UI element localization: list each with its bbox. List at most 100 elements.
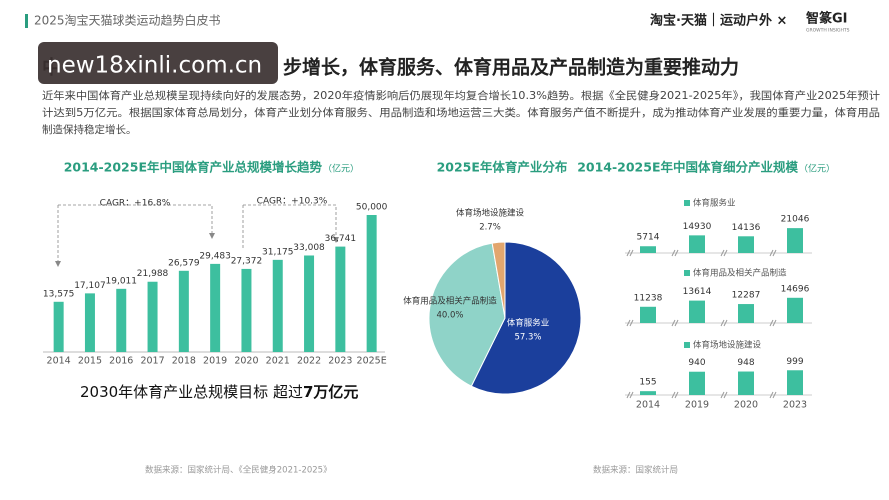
watermark-box [38, 42, 278, 84]
headline: 步增长，体育服务、体育用品及产品制造为重要推动力 [283, 56, 739, 79]
pie-slice [470, 241, 582, 395]
break-mark [626, 249, 631, 257]
break-mark [720, 319, 725, 327]
legend-swatch [684, 200, 690, 206]
slice-label: 体育用品及相关产品制造 [403, 296, 497, 307]
arrow [333, 237, 339, 243]
value-label: 29,483 [199, 251, 231, 261]
arrow [55, 261, 61, 267]
value-label: 999 [786, 357, 803, 367]
value-label: 14136 [732, 223, 761, 233]
bar [210, 263, 221, 352]
chart-unit: （亿元） [799, 163, 835, 175]
slice-value: 2.7% [479, 223, 501, 233]
break-mark [674, 319, 679, 327]
watermark: new18xinli.com.cn [47, 53, 262, 79]
bar [689, 235, 705, 253]
value-label: 17,107 [74, 281, 106, 291]
bar [640, 246, 656, 253]
panel-label: 体育场地设施建设 [693, 340, 762, 351]
x-tick-label: 2019 [203, 356, 227, 367]
bar [272, 259, 283, 352]
value-label: 19,011 [106, 276, 138, 286]
value-label: 26,579 [168, 258, 200, 268]
x-tick-label: 2020 [234, 356, 258, 367]
x-tick-label: 2020 [734, 400, 758, 411]
header-accent [25, 14, 28, 28]
pie-slice [491, 241, 506, 319]
chart-unit: （亿元） [323, 163, 359, 175]
bar [689, 300, 705, 323]
legend-swatch [684, 270, 690, 276]
value-label: 155 [639, 378, 656, 388]
bar [304, 255, 315, 352]
bar [366, 215, 377, 352]
x-tick-label: 2023 [783, 400, 807, 411]
value-label: 13,575 [43, 289, 75, 299]
break-mark [772, 249, 777, 257]
arrow [209, 233, 215, 239]
break-mark [769, 319, 774, 327]
source: 数据来源：国家统计局 [593, 465, 678, 476]
panel-label: 体育用品及相关产品制造 [693, 268, 787, 279]
legend-swatch [684, 342, 690, 348]
value-label: 13614 [683, 287, 712, 297]
target-highlight: 7万亿元 [303, 383, 358, 401]
bar [116, 288, 127, 352]
value-label: 21046 [781, 215, 810, 225]
chart-title: 2014-2025E年中国体育产业总规模增长趋势 [64, 160, 323, 175]
value-label: 31,175 [262, 247, 294, 257]
brand-partner: 智篆GI [806, 11, 848, 27]
bar [178, 270, 189, 352]
annotation: CAGR：+10.3% [257, 197, 328, 207]
bar [787, 228, 803, 253]
slice-value: 40.0% [436, 311, 463, 321]
x-tick-label: 2021 [266, 356, 290, 367]
x-tick-label: 2014 [636, 400, 660, 411]
break-mark [629, 319, 634, 327]
x-tick-label: 2022 [297, 356, 321, 367]
value-label: 14930 [683, 222, 712, 232]
x-tick-label: 2019 [685, 400, 709, 411]
value-label: 27,372 [231, 256, 263, 266]
x-tick-label: 2015 [78, 356, 102, 367]
slice-value: 57.3% [514, 333, 541, 343]
break-mark [674, 391, 679, 399]
pie-slice [428, 242, 506, 387]
brand: 淘宝·天猫｜运动户外 × [650, 13, 787, 29]
bar [241, 268, 252, 352]
header-title: 2025淘宝天猫球类运动趋势白皮书 [34, 13, 221, 28]
break-mark [629, 249, 634, 257]
cagr-arrows [55, 233, 339, 267]
panel-label: 体育服务业 [693, 198, 736, 209]
break-mark [720, 391, 725, 399]
bar [147, 281, 158, 352]
slice-label: 体育服务业 [507, 318, 550, 329]
bar [640, 306, 656, 323]
annotation: CAGR：+16.8% [100, 199, 171, 209]
value-label: 33,008 [293, 243, 325, 253]
slice-label: 体育场地设施建设 [456, 208, 525, 219]
value-label: 14696 [781, 284, 810, 294]
x-tick-label: 2014 [47, 356, 71, 367]
value-label: 11238 [634, 293, 663, 303]
break-mark [769, 391, 774, 399]
break-mark [723, 391, 728, 399]
chart-title: 2025E年体育产业分布 [437, 160, 568, 175]
bar [738, 304, 754, 323]
x-tick-label: 2025E [357, 356, 387, 367]
bar [640, 391, 656, 395]
bar [787, 297, 803, 323]
bar [53, 301, 64, 352]
break-mark [720, 249, 725, 257]
bar [84, 293, 95, 352]
bar [738, 371, 754, 395]
x-tick-label: 2023 [328, 356, 352, 367]
bar [787, 370, 803, 395]
bar [738, 236, 754, 253]
value-label: 5714 [637, 233, 660, 243]
cagr-bracket [58, 204, 213, 234]
break-mark [723, 249, 728, 257]
value-label: 36,741 [325, 234, 357, 244]
